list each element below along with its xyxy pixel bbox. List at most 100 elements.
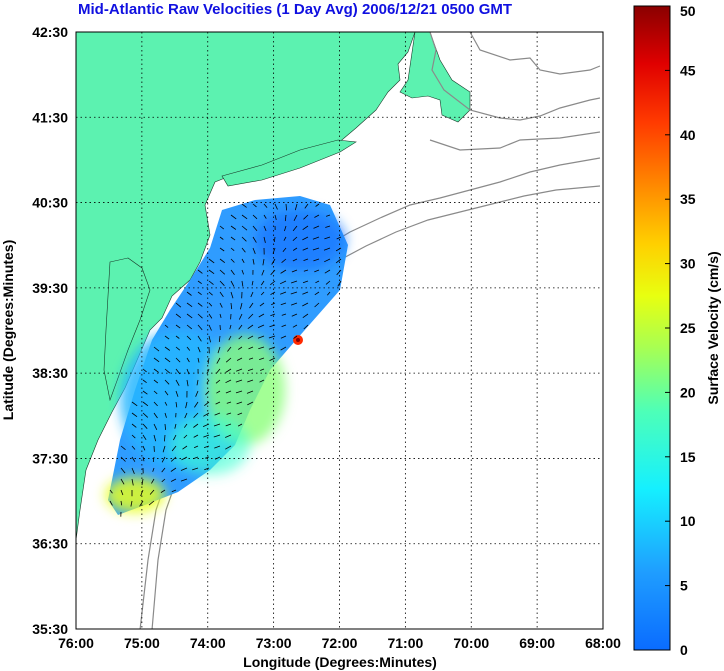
velocity-vector xyxy=(268,335,276,339)
velocity-vector xyxy=(197,335,202,342)
velocity-vector xyxy=(337,280,342,287)
velocity-vector xyxy=(164,335,170,340)
velocity-vector xyxy=(237,423,243,427)
velocity-vector xyxy=(131,467,135,474)
x-tick-label: 76:00 xyxy=(58,635,94,651)
velocity-vector xyxy=(269,357,276,361)
velocity-vector xyxy=(219,291,224,298)
colorbar xyxy=(633,5,671,651)
colorbar-tick-label: 40 xyxy=(680,127,696,143)
velocity-vector xyxy=(186,379,189,387)
velocity-vector xyxy=(247,324,254,330)
velocity-vector xyxy=(230,214,237,220)
x-tick-label: 71:00 xyxy=(387,635,423,651)
velocity-vector xyxy=(217,346,221,354)
velocity-vector xyxy=(315,203,320,207)
velocity-vector xyxy=(142,456,145,462)
velocity-vector xyxy=(153,434,157,442)
velocity-vector xyxy=(164,357,171,363)
land-delmarva xyxy=(103,257,151,402)
velocity-vector xyxy=(131,412,138,418)
velocity-vector xyxy=(235,379,243,383)
velocity-vector xyxy=(131,401,138,407)
velocity-vector xyxy=(315,280,320,284)
velocity-vector xyxy=(302,302,309,307)
x-tick-label: 74:00 xyxy=(190,635,226,651)
velocity-vector xyxy=(293,335,298,339)
velocity-vector xyxy=(153,401,158,407)
velocity-vector xyxy=(236,357,243,361)
velocity-vector xyxy=(280,335,287,339)
velocity-vector xyxy=(324,269,331,274)
velocity-vector xyxy=(203,434,210,438)
velocity-vector xyxy=(303,258,309,261)
velocity-vector xyxy=(325,225,331,228)
velocity-vector xyxy=(140,489,144,497)
velocity-vector xyxy=(162,445,166,453)
velocity-vector xyxy=(323,247,331,251)
velocity-vector xyxy=(252,258,255,265)
velocity-vector xyxy=(325,280,331,285)
velocity-vector xyxy=(153,423,158,430)
velocity-vector xyxy=(225,390,232,394)
velocity-vector xyxy=(259,302,265,307)
velocity-vector xyxy=(252,214,258,220)
velocity-vector xyxy=(312,236,320,240)
velocity-vector xyxy=(225,368,232,373)
velocity-vector xyxy=(180,467,188,471)
velocity-vector xyxy=(131,434,136,439)
velocity-vector xyxy=(290,291,298,295)
velocity-vector xyxy=(292,247,298,251)
velocity-vector xyxy=(153,412,158,419)
velocity-vector xyxy=(229,324,232,330)
velocity-vector xyxy=(252,247,256,254)
velocity-vector xyxy=(196,379,199,386)
velocity-vector xyxy=(314,291,320,296)
velocity-vector xyxy=(142,390,148,395)
velocity-vector xyxy=(142,368,147,373)
velocity-vector xyxy=(225,379,232,384)
velocity-vector xyxy=(225,434,232,438)
velocity-vector xyxy=(281,324,287,327)
colorbar-tick-label: 25 xyxy=(680,320,696,336)
velocity-vector xyxy=(273,236,276,243)
velocity-vector xyxy=(184,412,188,419)
velocity-vector xyxy=(238,324,243,330)
velocity-vector xyxy=(109,500,113,506)
speed-patch-teal xyxy=(170,415,250,475)
velocity-vector xyxy=(260,291,265,296)
velocity-vector xyxy=(215,379,221,384)
velocity-vector xyxy=(257,324,265,328)
velocity-vector xyxy=(197,357,200,363)
y-tick-label: 39:30 xyxy=(32,280,68,296)
velocity-vector xyxy=(326,291,331,296)
velocity-vector xyxy=(208,335,211,343)
velocity-vector xyxy=(336,236,342,240)
velocity-vector xyxy=(175,401,178,408)
velocity-vector xyxy=(120,478,125,485)
velocity-vector xyxy=(203,445,210,448)
velocity-vector xyxy=(325,214,331,217)
velocity-vector xyxy=(197,346,201,353)
velocity-vector xyxy=(197,291,202,296)
velocity-vector xyxy=(274,214,277,221)
velocity-vector xyxy=(175,302,182,308)
velocity-vector xyxy=(218,335,221,342)
velocity-vector xyxy=(228,335,232,341)
velocity-vector xyxy=(291,313,298,317)
velocity-vector xyxy=(192,467,199,471)
velocity-vector xyxy=(164,412,167,418)
velocity-vector xyxy=(230,258,235,263)
velocity-vector xyxy=(149,489,155,495)
velocity-vector xyxy=(193,434,199,438)
velocity-vector xyxy=(249,302,254,309)
velocity-vector xyxy=(175,335,180,339)
velocity-vector xyxy=(302,291,309,295)
velocity-vector xyxy=(219,313,222,319)
velocity-vector xyxy=(131,445,136,450)
velocity-vector xyxy=(186,346,191,351)
velocity-vector xyxy=(131,456,136,462)
velocity-vector xyxy=(269,324,276,328)
velocity-vector xyxy=(303,269,309,272)
